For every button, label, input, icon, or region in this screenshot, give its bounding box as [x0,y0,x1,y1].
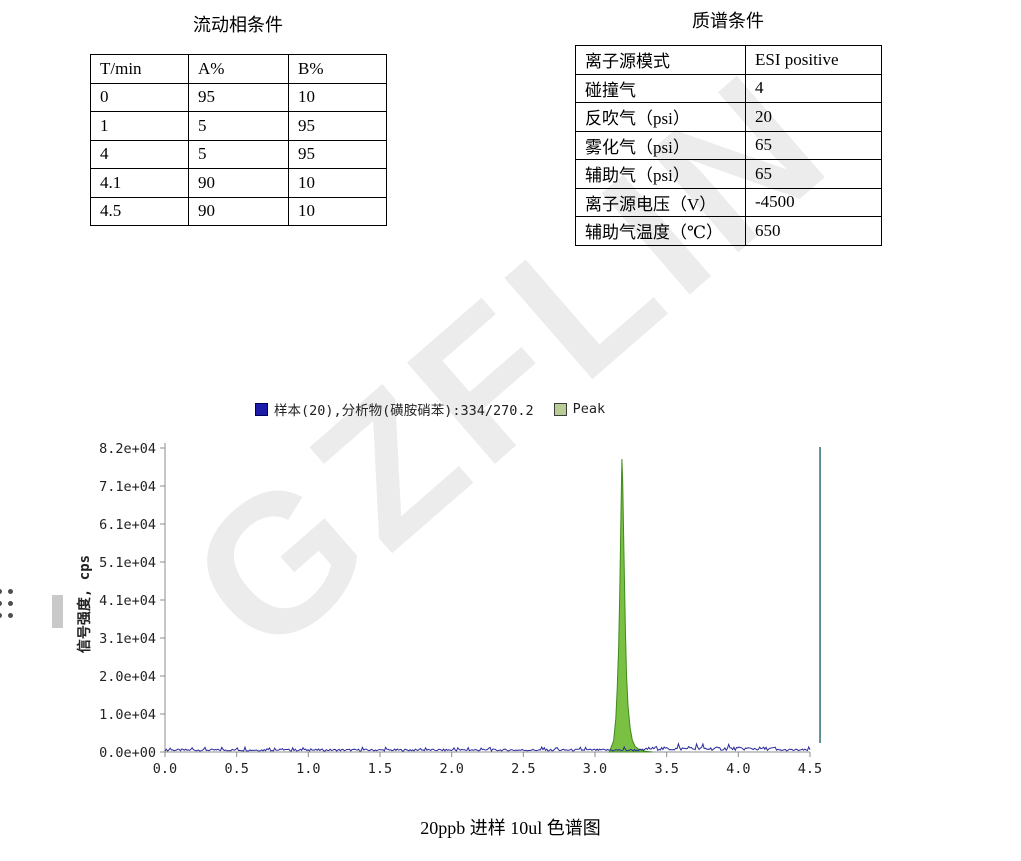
table-cell: 0 [90,82,189,112]
table-row: 反吹气（psi） 20 [575,102,882,132]
y-tick-label: 7.1e+04 [99,479,156,495]
x-tick-label: 4.5 [798,761,822,777]
y-tick-label: 1.0e+04 [99,707,156,723]
table-cell: 90 [188,168,289,198]
drag-handle-dot [0,601,2,606]
scrollbar-thumb[interactable] [52,595,63,628]
table-cell: 10 [288,82,387,112]
y-tick-label: 4.1e+04 [99,593,156,609]
table-cell: 650 [745,216,882,246]
x-tick-label: 3.0 [583,761,607,777]
table-row: 1 5 95 [90,111,387,141]
table-cell: 65 [745,130,882,160]
table-cell: T/min [90,54,189,84]
table-cell: 90 [188,196,289,226]
table-cell: -4500 [745,187,882,217]
y-tick-label: 6.1e+04 [99,517,156,533]
table-cell: 65 [745,159,882,189]
table-cell: 4 [90,139,189,169]
table-cell: 10 [288,196,387,226]
table-cell: 离子源电压（V） [575,187,746,217]
y-tick-label: 5.1e+04 [99,555,156,571]
x-tick-label: 1.5 [368,761,392,777]
legend-label-peak: Peak [572,401,606,417]
table-cell: 20 [745,102,882,132]
table-cell: 辅助气温度（℃） [575,216,746,246]
chart-legend: 样本(20),分析物(磺胺硝苯):334/270.2 Peak [255,399,605,419]
table-cell: 5 [188,111,289,141]
table-cell: 5 [188,139,289,169]
ms-conditions-title: 质谱条件 [692,11,764,31]
legend-swatch-sample [255,402,268,416]
table-row: 碰撞气 4 [575,73,882,103]
y-tick-label: 0.0e+00 [99,745,156,761]
table-row: 离子源模式 ESI positive [575,45,882,75]
x-tick-label: 0.5 [224,761,248,777]
table-cell: 雾化气（psi） [575,130,746,160]
table-cell: A% [188,54,289,84]
table-row: 4.1 90 10 [90,168,387,198]
drag-handle-dot [0,589,2,594]
chromatogram-plot: 8.2e+04 7.1e+04 6.1e+04 5.1e+04 4.1e+04 3.1e+… [99,441,822,777]
drag-handle-dot [8,589,13,594]
table-row: 雾化气（psi） 65 [575,130,882,160]
table-cell: 4 [745,73,882,103]
table-cell: 95 [288,139,387,169]
table-row: 0 95 10 [90,82,387,112]
table-row: 辅助气温度（℃） 650 [575,216,882,246]
table-cell: 10 [288,168,387,198]
table-row: 4 5 95 [90,139,387,169]
table-cell: ESI positive [745,45,882,75]
legend-item-sample: 样本(20),分析物(磺胺硝苯):334/270.2 [255,399,534,419]
x-tick-label: 2.0 [439,761,463,777]
legend-label-sample: 样本(20),分析物(磺胺硝苯):334/270.2 [274,403,534,419]
x-tick-label: 3.5 [654,761,678,777]
y-tick-label: 3.1e+04 [99,631,156,647]
drag-handle-dot [8,601,13,606]
table-cell: B% [288,54,387,84]
x-tick-label: 4.0 [726,761,750,777]
table-header-row: T/min A% B% [90,54,387,84]
peak-area [608,459,653,753]
ms-conditions-table: 离子源模式 ESI positive 碰撞气 4 反吹气（psi） 20 雾化气（psi） 6… [575,45,882,246]
y-tick-label: 2.0e+04 [99,669,156,685]
table-cell: 碰撞气 [575,73,746,103]
signal-trace [164,742,811,753]
legend-swatch-peak [553,402,567,416]
table-cell: 4.1 [90,168,189,198]
y-tick-label: 8.2e+04 [99,441,156,457]
mobile-phase-table: T/min A% B% 0 95 10 1 5 95 4 5 95 4.1 90 10 4.5 90 10 [90,54,387,226]
table-cell: 辅助气（psi） [575,159,746,189]
table-cell: 95 [188,82,289,112]
x-tick-label: 1.0 [296,761,320,777]
table-row: 4.5 90 10 [90,196,387,226]
table-row: 辅助气（psi） 65 [575,159,882,189]
table-cell: 95 [288,111,387,141]
table-cell: 反吹气（psi） [575,102,746,132]
drag-handle-dot [0,613,2,618]
table-row: 离子源电压（V） -4500 [575,187,882,217]
table-cell: 1 [90,111,189,141]
drag-handle-dot [8,613,13,618]
legend-item-peak: Peak [553,401,606,417]
x-tick-label: 0.0 [153,761,177,777]
x-tick-label: 2.5 [511,761,535,777]
mobile-phase-title: 流动相条件 [193,15,283,35]
figure-caption: 20ppb 进样 10ul 色谱图 [420,818,601,838]
table-cell: 离子源模式 [575,45,746,75]
table-cell: 4.5 [90,196,189,226]
